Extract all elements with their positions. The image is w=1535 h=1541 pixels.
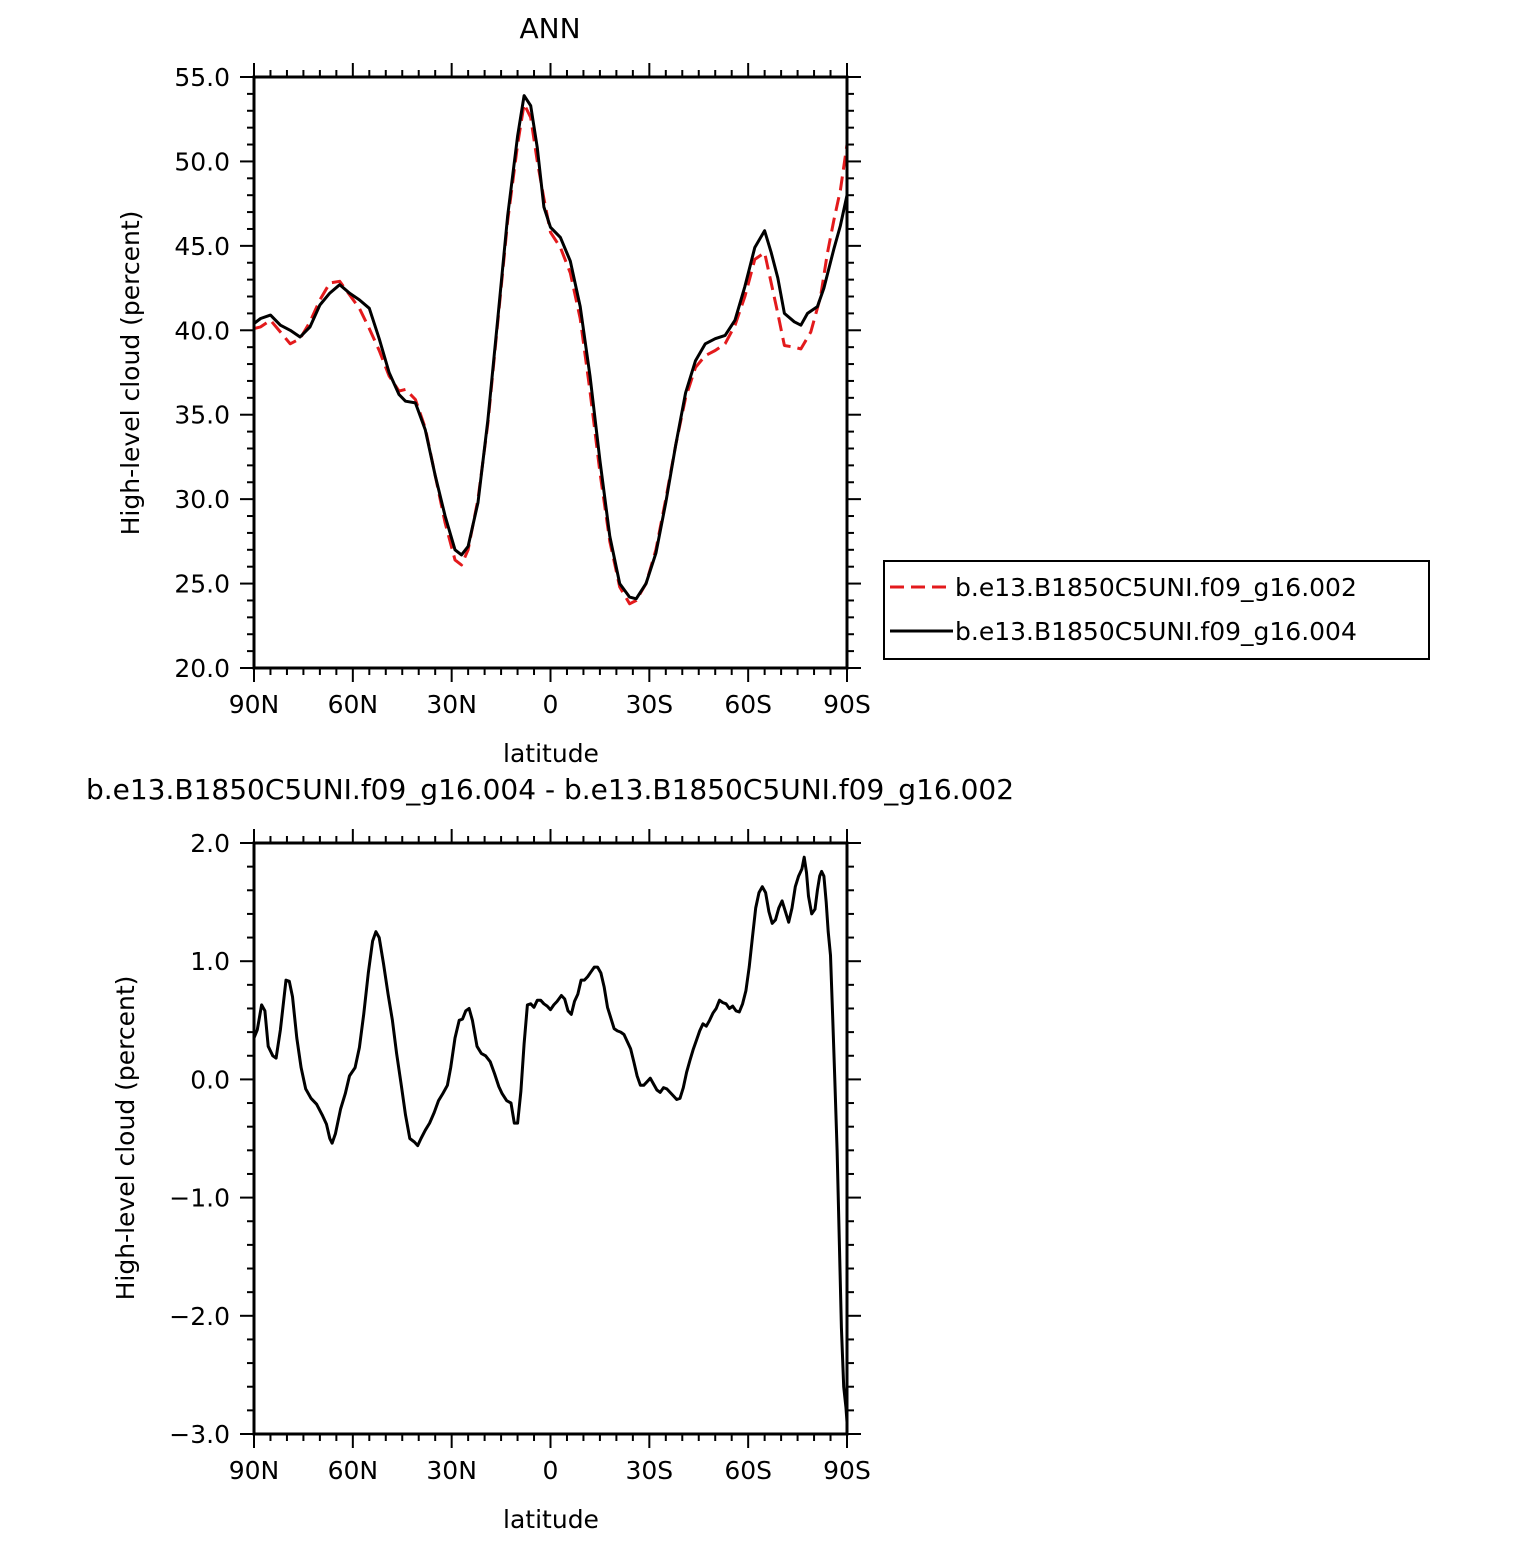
legend-label-series-2: b.e13.B1850C5UNI.f09_g16.004 xyxy=(955,617,1357,646)
bottom-y-tick-label: −2.0 xyxy=(169,1302,230,1331)
bottom-plot-frame xyxy=(252,841,849,1436)
top-y-tick-label: 20.0 xyxy=(174,654,230,683)
bottom-y-tick-label: −3.0 xyxy=(169,1420,230,1449)
top-y-tick-label: 55.0 xyxy=(174,63,230,92)
top-x-axis-title: latitude xyxy=(503,739,599,768)
bottom-y-tick-label: 2.0 xyxy=(190,829,230,858)
bottom-x-tick-label: 30N xyxy=(426,1456,477,1485)
bottom-y-tick-label: 1.0 xyxy=(190,947,230,976)
top-y-axis-title: High-level cloud (percent) xyxy=(116,211,145,536)
legend-box xyxy=(883,560,1430,660)
bottom-y-tick-label: 0.0 xyxy=(190,1065,230,1094)
bottom-x-tick-label: 30S xyxy=(625,1456,673,1485)
top-series-line-1 xyxy=(253,102,849,606)
legend-label-series-1: b.e13.B1850C5UNI.f09_g16.002 xyxy=(955,573,1357,602)
bottom-series-line-1 xyxy=(252,855,849,1423)
top-y-tick-label: 25.0 xyxy=(174,570,230,599)
top-plot: ANN 90N 60N 30N 0 30S 60S 90S 20.0 25.0 30.0 35.0 4… xyxy=(116,12,1430,768)
top-x-tick-label: 30N xyxy=(426,690,477,719)
top-x-tick-label: 30S xyxy=(625,690,673,719)
bottom-x-tick-label: 0 xyxy=(543,1456,559,1485)
top-x-tick-label: 60N xyxy=(328,690,379,719)
top-x-tick-label: 90S xyxy=(823,690,871,719)
bottom-plot-title: b.e13.B1850C5UNI.f09_g16.004 - b.e13.B18… xyxy=(86,773,1014,806)
bottom-x-axis-title: latitude xyxy=(503,1505,599,1534)
top-x-tick-label: 90N xyxy=(229,690,280,719)
top-x-tick-label: 60S xyxy=(724,690,772,719)
top-y-tick-label: 40.0 xyxy=(174,316,230,345)
legend: b.e13.B1850C5UNI.f09_g16.002 b.e13.B1850… xyxy=(883,560,1430,660)
top-series-line-2 xyxy=(253,94,849,601)
top-y-tick-label: 35.0 xyxy=(174,401,230,430)
bottom-y-axis-title: High-level cloud (percent) xyxy=(111,976,140,1301)
top-x-tick-label: 0 xyxy=(543,690,559,719)
bottom-plot: b.e13.B1850C5UNI.f09_g16.004 - b.e13.B18… xyxy=(86,773,1014,1534)
bottom-x-tick-label: 90N xyxy=(229,1456,280,1485)
top-y-tick-label: 30.0 xyxy=(174,485,230,514)
bottom-y-tick-label: −1.0 xyxy=(169,1184,230,1213)
top-plot-frame xyxy=(252,75,849,670)
bottom-x-tick-label: 60N xyxy=(328,1456,379,1485)
bottom-x-tick-label: 60S xyxy=(724,1456,772,1485)
top-y-tick-label: 50.0 xyxy=(174,147,230,176)
top-plot-title: ANN xyxy=(519,12,580,45)
bottom-x-tick-label: 90S xyxy=(823,1456,871,1485)
top-y-tick-label: 45.0 xyxy=(174,232,230,261)
